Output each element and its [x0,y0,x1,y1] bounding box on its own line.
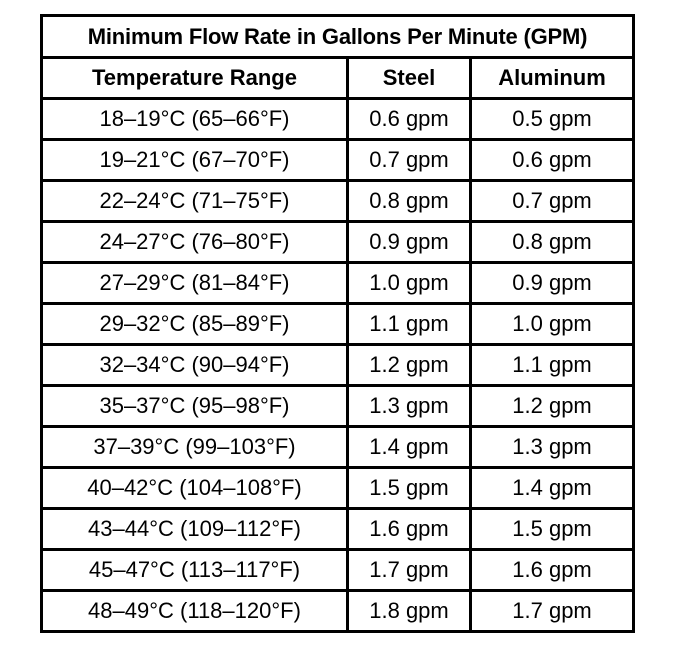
aluminum-cell: 0.9 gpm [468,261,636,305]
steel-cell: 1.6 gpm [346,507,472,551]
temperature-cell: 45–47°C (113–117°F) [40,548,349,592]
temperature-cell: 37–39°C (99–103°F) [40,425,349,469]
table-row: 43–44°C (109–112°F) 1.6 gpm 1.5 gpm [40,507,636,551]
aluminum-cell: 1.7 gpm [468,589,636,633]
table-body: 18–19°C (65–66°F) 0.6 gpm 0.5 gpm 19–21°C (… [40,97,636,633]
aluminum-cell: 1.5 gpm [468,507,636,551]
table-row: 18–19°C (65–66°F) 0.6 gpm 0.5 gpm [40,97,636,141]
steel-cell: 1.3 gpm [346,384,472,428]
table-row: 27–29°C (81–84°F) 1.0 gpm 0.9 gpm [40,261,636,305]
steel-cell: 0.8 gpm [346,179,472,223]
steel-cell: 1.2 gpm [346,343,472,387]
flow-rate-table: Minimum Flow Rate in Gallons Per Minute … [39,14,636,633]
steel-cell: 1.4 gpm [346,425,472,469]
header-row: Temperature Range Steel Aluminum [40,56,636,100]
aluminum-cell: 0.8 gpm [468,220,636,264]
temperature-cell: 27–29°C (81–84°F) [40,261,349,305]
temperature-cell: 35–37°C (95–98°F) [40,384,349,428]
table-row: 48–49°C (118–120°F) 1.8 gpm 1.7 gpm [40,589,636,633]
table-row: 22–24°C (71–75°F) 0.8 gpm 0.7 gpm [40,179,636,223]
aluminum-cell: 1.6 gpm [468,548,636,592]
aluminum-cell: 0.7 gpm [468,179,636,223]
table-title: Minimum Flow Rate in Gallons Per Minute … [39,14,636,59]
steel-cell: 1.7 gpm [346,548,472,592]
table-row: 45–47°C (113–117°F) 1.7 gpm 1.6 gpm [40,548,636,592]
temperature-cell: 19–21°C (67–70°F) [40,138,349,182]
steel-cell: 0.7 gpm [346,138,472,182]
temperature-cell: 40–42°C (104–108°F) [40,466,349,510]
table-row: 19–21°C (67–70°F) 0.7 gpm 0.6 gpm [40,138,636,182]
steel-cell: 1.1 gpm [346,302,472,346]
temperature-cell: 24–27°C (76–80°F) [40,220,349,264]
steel-cell: 1.5 gpm [346,466,472,510]
temperature-cell: 43–44°C (109–112°F) [40,507,349,551]
temperature-cell: 48–49°C (118–120°F) [40,589,349,633]
title-row: Minimum Flow Rate in Gallons Per Minute … [39,14,636,59]
aluminum-cell: 1.2 gpm [468,384,636,428]
table-row: 40–42°C (104–108°F) 1.5 gpm 1.4 gpm [40,466,636,510]
temperature-cell: 29–32°C (85–89°F) [40,302,349,346]
aluminum-cell: 1.3 gpm [468,425,636,469]
steel-cell: 1.8 gpm [346,589,472,633]
temperature-cell: 32–34°C (90–94°F) [40,343,349,387]
aluminum-cell: 1.0 gpm [468,302,636,346]
table-row: 37–39°C (99–103°F) 1.4 gpm 1.3 gpm [40,425,636,469]
temperature-cell: 22–24°C (71–75°F) [40,179,349,223]
header-aluminum: Aluminum [468,56,636,100]
aluminum-cell: 0.6 gpm [468,138,636,182]
table-row: 24–27°C (76–80°F) 0.9 gpm 0.8 gpm [40,220,636,264]
temperature-cell: 18–19°C (65–66°F) [40,97,349,141]
table-row: 32–34°C (90–94°F) 1.2 gpm 1.1 gpm [40,343,636,387]
table-row: 29–32°C (85–89°F) 1.1 gpm 1.0 gpm [40,302,636,346]
table-row: 35–37°C (95–98°F) 1.3 gpm 1.2 gpm [40,384,636,428]
steel-cell: 0.9 gpm [346,220,472,264]
steel-cell: 0.6 gpm [346,97,472,141]
header-steel: Steel [346,56,472,100]
aluminum-cell: 1.4 gpm [468,466,636,510]
header-temperature-range: Temperature Range [40,56,349,100]
steel-cell: 1.0 gpm [346,261,472,305]
aluminum-cell: 1.1 gpm [468,343,636,387]
aluminum-cell: 0.5 gpm [468,97,636,141]
